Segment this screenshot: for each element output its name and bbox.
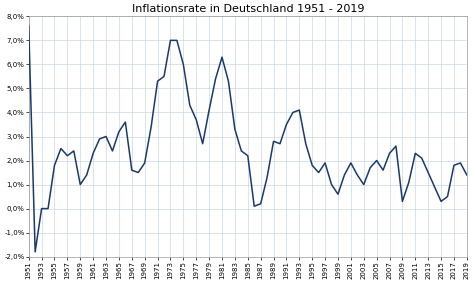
Title: Inflationsrate in Deutschland 1951 - 2019: Inflationsrate in Deutschland 1951 - 201… [131, 4, 364, 14]
